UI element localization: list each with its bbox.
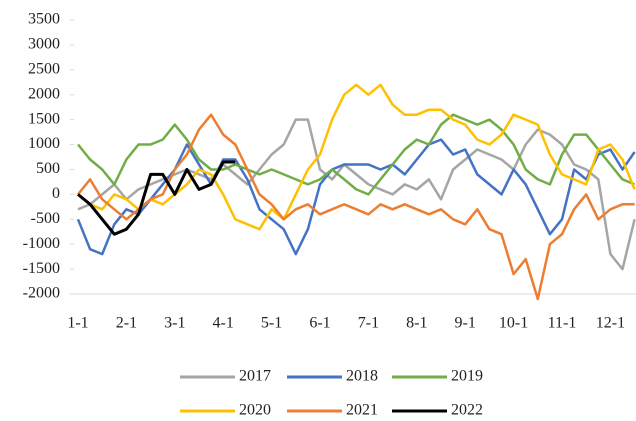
legend-label: 2021 (346, 402, 378, 419)
y-tick-label: 1500 (28, 110, 60, 127)
y-tick-label: 3500 (28, 11, 60, 28)
legend-label: 2022 (451, 402, 483, 419)
x-tick-label: 4-1 (213, 315, 234, 332)
x-tick-label: 10-1 (499, 315, 528, 332)
y-tick-label: 2000 (28, 85, 60, 102)
y-tick-label: -1500 (23, 260, 60, 277)
y-tick-label: 500 (36, 160, 60, 177)
x-tick-label: 9-1 (455, 315, 476, 332)
y-tick-label: 3000 (28, 36, 60, 53)
x-tick-label: 2-1 (116, 315, 137, 332)
series-line (77, 160, 236, 236)
legend-label: 2019 (451, 368, 483, 385)
legend-label: 2020 (239, 402, 271, 419)
x-tick-label: 7-1 (358, 315, 379, 332)
y-tick-label: 2500 (28, 60, 60, 77)
series-line (77, 83, 636, 231)
legend-label: 2018 (346, 368, 378, 385)
legend-label: 2017 (239, 368, 271, 385)
x-tick-label: 3-1 (164, 315, 185, 332)
x-tick-label: 1-1 (67, 315, 88, 332)
y-tick-label: 1000 (28, 135, 60, 152)
series-line (76, 138, 636, 256)
y-tick-label: -500 (31, 210, 60, 227)
x-tick-label: 8-1 (406, 315, 427, 332)
y-tick-label: -1000 (23, 235, 60, 252)
series-line (77, 113, 635, 301)
x-tick-label: 6-1 (309, 315, 330, 332)
x-tick-label: 12-1 (596, 315, 625, 332)
x-tick-label: 5-1 (261, 315, 282, 332)
series-line (77, 113, 636, 196)
y-tick-label: -2000 (23, 285, 60, 302)
y-tick-label: 0 (52, 185, 60, 202)
x-tick-label: 11-1 (548, 315, 577, 332)
